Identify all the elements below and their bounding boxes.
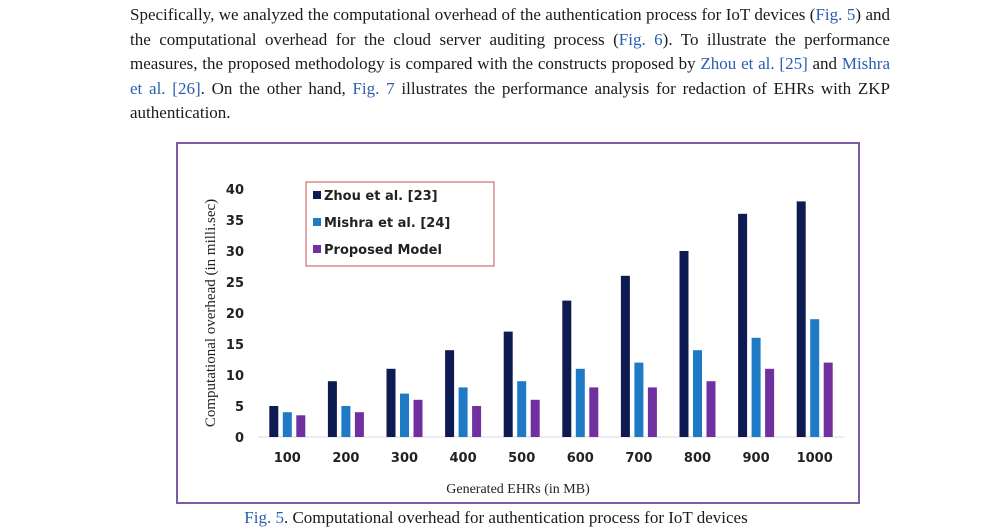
- link-ref-mishra[interactable]: Mishra et al. [26]: [130, 54, 890, 98]
- legend-label: Zhou et al. [23]: [324, 189, 438, 204]
- figure-5-frame: 0 5 10 15 20 25 30 35 40 100 200 300 400 500 600 700 800…: [176, 142, 860, 504]
- y-tick-label: 5: [235, 400, 244, 415]
- bar: [282, 412, 292, 437]
- caption-fig-link[interactable]: Fig. 5: [244, 508, 284, 527]
- figure-caption: Fig. 5. Computational overhead for authe…: [0, 507, 992, 529]
- legend-swatch: [313, 191, 321, 199]
- bar: [620, 275, 630, 437]
- bar: [589, 387, 599, 437]
- x-tick-label: 200: [332, 451, 359, 466]
- legend-label: Proposed Model: [324, 243, 442, 258]
- x-tick-label: 400: [450, 451, 477, 466]
- bar: [810, 319, 820, 437]
- y-axis-title: Computational overhead (in milli.sec): [203, 199, 219, 427]
- bar-chart: 0 5 10 15 20 25 30 35 40 100 200 300 400 500 600 700 800…: [203, 181, 844, 497]
- paragraph-text-2: ) and the computational overhead for the…: [130, 5, 890, 49]
- bar: [823, 362, 833, 437]
- bar: [445, 350, 455, 437]
- paragraph-text-5: . On the other hand,: [200, 78, 353, 98]
- bar: [472, 406, 482, 437]
- bar: [341, 406, 351, 437]
- link-ref-zhou[interactable]: Zhou et al. [25]: [700, 54, 808, 73]
- bar: [575, 368, 585, 437]
- bar: [413, 399, 423, 437]
- bar: [693, 350, 702, 437]
- bar: [530, 399, 540, 437]
- x-tick-label: 300: [391, 451, 418, 466]
- bar: [296, 415, 306, 437]
- x-tick-label: 700: [625, 451, 652, 466]
- body-paragraph: Specifically, we analyzed the computatio…: [130, 3, 890, 126]
- bar: [269, 406, 279, 437]
- bar: [796, 201, 806, 437]
- bar: [738, 213, 748, 437]
- link-fig-7[interactable]: Fig. 7: [352, 78, 395, 98]
- bar: [706, 381, 716, 437]
- bar: [400, 393, 409, 437]
- x-tick-label: 600: [567, 451, 594, 466]
- bar: [647, 387, 657, 437]
- bar: [765, 368, 775, 437]
- legend-box: [305, 181, 495, 267]
- y-tick-label: 20: [226, 307, 244, 322]
- caption-text: . Computational overhead for authenticat…: [283, 508, 748, 527]
- bar: [634, 362, 644, 437]
- y-tick-label: 30: [226, 245, 244, 260]
- y-tick-label: 40: [226, 183, 244, 198]
- bar: [517, 381, 527, 437]
- bar: [503, 331, 513, 437]
- bar: [354, 412, 364, 437]
- bar: [327, 381, 337, 437]
- y-tick-label: 25: [226, 276, 244, 291]
- paragraph-text-3: ). To illustrate the performance measure…: [130, 29, 890, 74]
- legend-label: Mishra et al. [24]: [324, 216, 450, 231]
- x-tick-label: 900: [743, 451, 770, 466]
- x-tick-label: 500: [508, 451, 535, 466]
- link-fig-6[interactable]: Fig. 6: [618, 29, 663, 49]
- link-fig-5[interactable]: Fig. 5: [815, 5, 856, 24]
- x-tick-label: 1000: [797, 451, 833, 466]
- legend-swatch: [313, 218, 321, 226]
- bar: [386, 368, 396, 437]
- bar: [562, 300, 572, 437]
- bar: [679, 251, 689, 437]
- bar: [458, 387, 468, 437]
- paragraph-text-6: illustrates the performance analysis for…: [130, 78, 890, 123]
- bar: [751, 337, 761, 437]
- paragraph-text-1: Specifically, we analyzed the computatio…: [130, 5, 816, 24]
- x-tick-label: 100: [274, 451, 301, 466]
- paragraph-text-4: and: [807, 54, 842, 73]
- x-tick-label: 800: [684, 451, 711, 466]
- y-tick-label: 10: [226, 369, 244, 384]
- y-tick-label: 15: [226, 338, 244, 353]
- x-axis-title: Generated EHRs (in MB): [446, 482, 590, 497]
- y-tick-label: 35: [226, 214, 244, 229]
- legend-swatch: [313, 245, 321, 253]
- y-tick-label: 0: [235, 431, 244, 446]
